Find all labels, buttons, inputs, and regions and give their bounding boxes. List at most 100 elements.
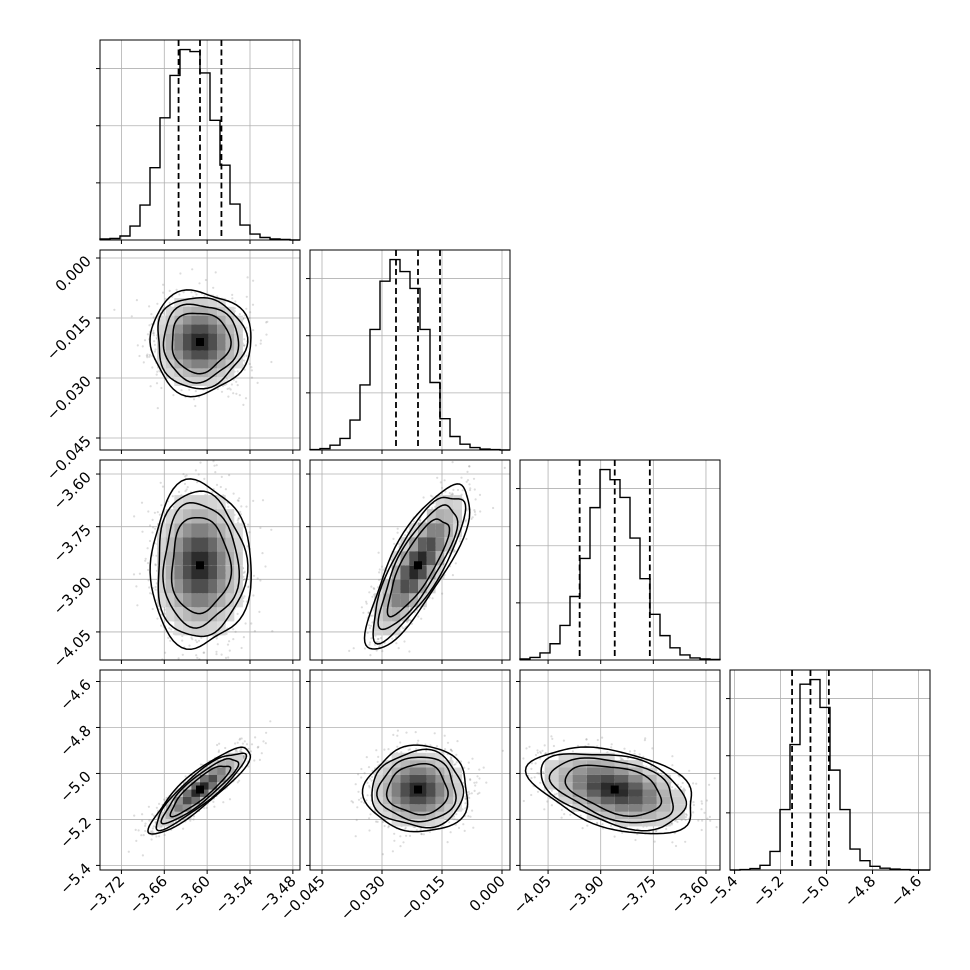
sample-point — [228, 387, 231, 390]
sample-point — [470, 517, 473, 521]
sample-point — [252, 594, 255, 597]
density-cell — [400, 537, 410, 552]
sample-point — [156, 302, 159, 305]
sample-point — [243, 368, 246, 371]
sample-point — [151, 518, 154, 522]
sample-point — [227, 656, 230, 659]
density-cell — [208, 593, 218, 608]
density-cell — [182, 523, 192, 538]
sample-point — [146, 562, 150, 565]
sample-point — [164, 297, 167, 300]
sample-point — [158, 513, 161, 516]
density-cell — [200, 495, 209, 510]
sample-point — [380, 565, 384, 568]
sample-point — [155, 554, 158, 557]
sample-point — [360, 606, 363, 609]
density-cell — [382, 593, 392, 608]
sample-point — [238, 394, 241, 397]
density-cell — [225, 537, 235, 552]
sample-point — [162, 291, 165, 294]
histogram-panel-0 — [96, 39, 301, 244]
sample-point — [190, 291, 193, 294]
sample-point — [242, 636, 245, 639]
sample-point — [185, 488, 188, 491]
density-cell — [200, 551, 209, 566]
sample-point — [370, 624, 373, 628]
density-cell — [191, 523, 200, 538]
sample-point — [451, 461, 454, 464]
density-cell — [191, 607, 200, 622]
sample-point — [245, 326, 248, 329]
sample-point — [244, 397, 248, 400]
density-cell — [208, 324, 218, 334]
sample-point — [168, 289, 171, 292]
sample-point — [145, 354, 148, 357]
density-cell — [182, 377, 192, 386]
sample-point — [194, 404, 197, 408]
density-cell — [453, 523, 462, 538]
density-cell — [217, 368, 226, 378]
sample-point — [448, 551, 451, 555]
density-peak — [414, 561, 422, 570]
panel-frame — [99, 249, 301, 451]
contour-level — [372, 496, 467, 645]
density-cell — [182, 551, 192, 566]
density-cell — [234, 324, 243, 334]
sample-point — [243, 359, 246, 362]
sample-point — [468, 465, 471, 468]
panel-frame — [309, 249, 511, 451]
density-cell — [208, 621, 218, 636]
sample-point — [464, 520, 467, 523]
density-cell — [400, 565, 410, 580]
sample-point — [234, 300, 237, 303]
sample-point — [169, 639, 172, 642]
sample-point — [200, 636, 203, 640]
panel-contents — [348, 461, 506, 660]
density-cell — [174, 342, 183, 351]
sample-point — [138, 572, 141, 575]
density-cell — [225, 315, 235, 325]
sample-point — [175, 288, 178, 291]
sample-point — [153, 511, 156, 514]
density-cell — [234, 350, 243, 360]
density-cell — [174, 551, 183, 566]
density-cell — [200, 333, 209, 342]
sample-point — [451, 492, 454, 495]
contour-level — [377, 504, 459, 631]
sample-point — [238, 497, 241, 500]
sample-point — [379, 637, 382, 640]
sample-point — [242, 403, 245, 406]
sample-point — [365, 602, 368, 605]
density-cell — [191, 324, 200, 334]
sample-point — [181, 639, 184, 642]
sample-point — [172, 394, 175, 397]
sample-point — [146, 356, 149, 359]
sample-point — [160, 386, 163, 390]
sample-point — [113, 308, 116, 311]
sample-point — [204, 278, 207, 282]
density-cell — [165, 333, 175, 342]
sample-point — [152, 329, 155, 332]
sample-point — [369, 614, 372, 617]
sample-point — [148, 305, 151, 308]
density-cell — [157, 565, 166, 580]
sample-point — [160, 504, 163, 507]
sample-point — [459, 537, 462, 540]
contour-level — [170, 516, 233, 615]
sample-point — [378, 568, 381, 571]
density-cell — [200, 523, 209, 538]
sample-point — [266, 320, 269, 323]
sample-point — [149, 592, 152, 595]
sample-point — [148, 539, 152, 543]
sample-point — [366, 631, 369, 635]
sample-point — [270, 528, 273, 531]
sample-point — [431, 597, 434, 600]
sample-point — [247, 523, 250, 526]
density-cell — [191, 359, 200, 369]
sample-point — [377, 586, 380, 589]
sample-point — [181, 634, 184, 638]
sample-point — [140, 501, 144, 504]
sample-point — [247, 585, 250, 588]
sample-point — [250, 622, 253, 625]
sample-point — [212, 460, 215, 463]
